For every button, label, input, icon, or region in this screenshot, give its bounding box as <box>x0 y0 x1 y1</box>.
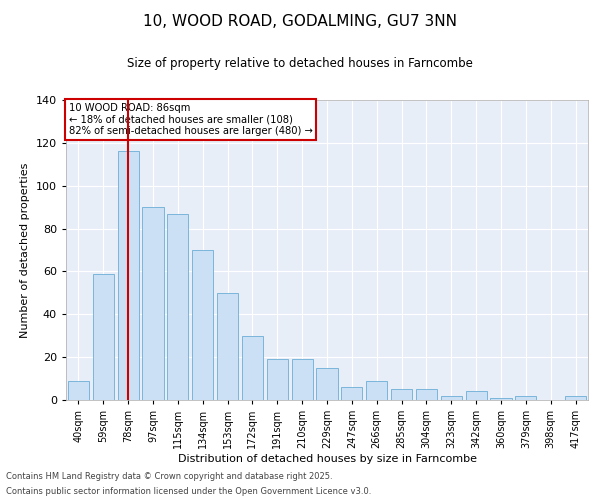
Bar <box>416 390 437 400</box>
Bar <box>391 390 412 400</box>
Bar <box>515 396 536 400</box>
Text: Contains public sector information licensed under the Open Government Licence v3: Contains public sector information licen… <box>6 487 371 496</box>
Text: Size of property relative to detached houses in Farncombe: Size of property relative to detached ho… <box>127 57 473 70</box>
Bar <box>118 152 139 400</box>
Bar <box>93 274 114 400</box>
Bar <box>466 392 487 400</box>
Bar <box>167 214 188 400</box>
X-axis label: Distribution of detached houses by size in Farncombe: Distribution of detached houses by size … <box>178 454 476 464</box>
Bar <box>192 250 213 400</box>
Text: 10 WOOD ROAD: 86sqm
← 18% of detached houses are smaller (108)
82% of semi-detac: 10 WOOD ROAD: 86sqm ← 18% of detached ho… <box>68 103 313 136</box>
Bar <box>565 396 586 400</box>
Bar <box>316 368 338 400</box>
Bar <box>292 360 313 400</box>
Text: 10, WOOD ROAD, GODALMING, GU7 3NN: 10, WOOD ROAD, GODALMING, GU7 3NN <box>143 14 457 28</box>
Bar <box>242 336 263 400</box>
Bar <box>341 387 362 400</box>
Bar <box>267 360 288 400</box>
Bar <box>366 380 387 400</box>
Bar <box>490 398 512 400</box>
Bar <box>441 396 462 400</box>
Bar <box>142 207 164 400</box>
Text: Contains HM Land Registry data © Crown copyright and database right 2025.: Contains HM Land Registry data © Crown c… <box>6 472 332 481</box>
Bar <box>68 380 89 400</box>
Y-axis label: Number of detached properties: Number of detached properties <box>20 162 30 338</box>
Bar <box>217 293 238 400</box>
